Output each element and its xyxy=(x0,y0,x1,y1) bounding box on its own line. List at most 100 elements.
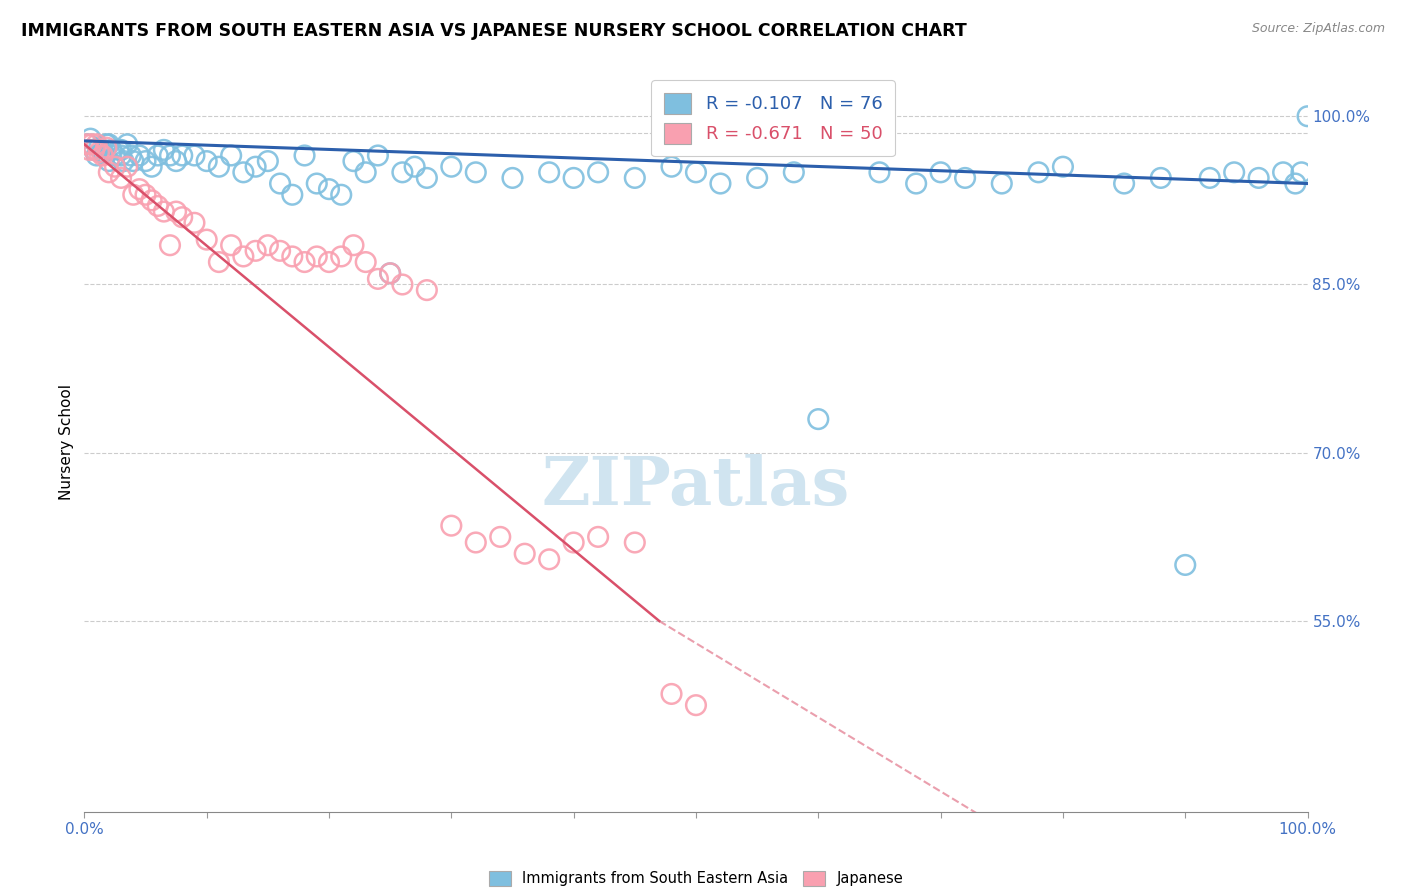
Point xyxy=(538,165,561,179)
Point xyxy=(294,148,316,162)
Point xyxy=(661,687,683,701)
Point xyxy=(953,170,976,185)
Point xyxy=(440,160,463,174)
Point xyxy=(624,170,647,185)
Point xyxy=(146,148,169,162)
Point xyxy=(122,187,145,202)
Text: Source: ZipAtlas.com: Source: ZipAtlas.com xyxy=(1251,22,1385,36)
Point xyxy=(1296,109,1319,123)
Point xyxy=(354,165,377,179)
Point xyxy=(1114,177,1136,191)
Point xyxy=(464,535,486,549)
Point xyxy=(83,143,105,157)
Point xyxy=(232,165,254,179)
Point xyxy=(685,165,707,179)
Point xyxy=(1284,177,1306,191)
Point xyxy=(281,187,304,202)
Point xyxy=(86,137,108,152)
Point xyxy=(330,187,353,202)
Point xyxy=(783,165,806,179)
Point xyxy=(380,266,402,280)
Point xyxy=(219,238,242,252)
Point xyxy=(257,154,280,169)
Point xyxy=(281,250,304,264)
Point xyxy=(172,148,194,162)
Point xyxy=(305,250,328,264)
Point xyxy=(513,547,536,561)
Point xyxy=(195,233,218,247)
Point xyxy=(153,204,176,219)
Point xyxy=(219,148,242,162)
Point xyxy=(416,170,439,185)
Point xyxy=(153,143,176,157)
Point xyxy=(104,160,127,174)
Point xyxy=(135,154,157,169)
Point xyxy=(1247,170,1270,185)
Point xyxy=(354,255,377,269)
Legend: Immigrants from South Eastern Asia, Japanese: Immigrants from South Eastern Asia, Japa… xyxy=(481,863,911,892)
Point xyxy=(87,145,110,160)
Point xyxy=(1150,170,1173,185)
Point xyxy=(807,412,830,426)
Point xyxy=(502,170,524,185)
Point xyxy=(391,277,413,292)
Point xyxy=(232,250,254,264)
Point xyxy=(135,187,157,202)
Point xyxy=(141,160,163,174)
Point xyxy=(1028,165,1050,179)
Point xyxy=(104,148,127,162)
Y-axis label: Nursery School: Nursery School xyxy=(59,384,75,500)
Point xyxy=(183,216,205,230)
Text: IMMIGRANTS FROM SOUTH EASTERN ASIA VS JAPANESE NURSERY SCHOOL CORRELATION CHART: IMMIGRANTS FROM SOUTH EASTERN ASIA VS JA… xyxy=(21,22,967,40)
Point xyxy=(146,199,169,213)
Point xyxy=(1174,558,1197,572)
Point xyxy=(342,154,364,169)
Point xyxy=(159,238,181,252)
Point xyxy=(257,238,280,252)
Point xyxy=(586,530,609,544)
Point xyxy=(110,143,132,157)
Point xyxy=(416,283,439,297)
Point xyxy=(107,143,129,157)
Point xyxy=(404,160,426,174)
Point xyxy=(991,177,1014,191)
Point xyxy=(440,518,463,533)
Point xyxy=(208,255,231,269)
Point xyxy=(120,148,142,162)
Point xyxy=(709,177,731,191)
Point xyxy=(1291,165,1313,179)
Text: ZIPatlas: ZIPatlas xyxy=(541,454,851,519)
Point xyxy=(869,165,891,179)
Point xyxy=(318,182,340,196)
Point xyxy=(79,131,101,145)
Point xyxy=(112,154,135,169)
Point xyxy=(115,160,138,174)
Point xyxy=(100,143,122,157)
Point xyxy=(97,154,120,169)
Point xyxy=(110,170,132,185)
Point xyxy=(83,143,105,157)
Point xyxy=(294,255,316,269)
Point xyxy=(1052,160,1074,174)
Point xyxy=(1223,165,1246,179)
Point xyxy=(464,165,486,179)
Point xyxy=(172,210,194,224)
Point xyxy=(80,137,103,152)
Point xyxy=(77,143,100,157)
Point xyxy=(305,177,328,191)
Point xyxy=(538,552,561,566)
Point xyxy=(747,170,769,185)
Point xyxy=(86,148,108,162)
Point xyxy=(96,141,118,155)
Point xyxy=(269,177,291,191)
Point xyxy=(624,535,647,549)
Point xyxy=(245,244,267,258)
Point xyxy=(245,160,267,174)
Point xyxy=(97,165,120,179)
Point xyxy=(96,137,118,152)
Point xyxy=(380,266,402,280)
Point xyxy=(159,148,181,162)
Point xyxy=(685,698,707,713)
Point xyxy=(77,137,100,152)
Point xyxy=(562,170,585,185)
